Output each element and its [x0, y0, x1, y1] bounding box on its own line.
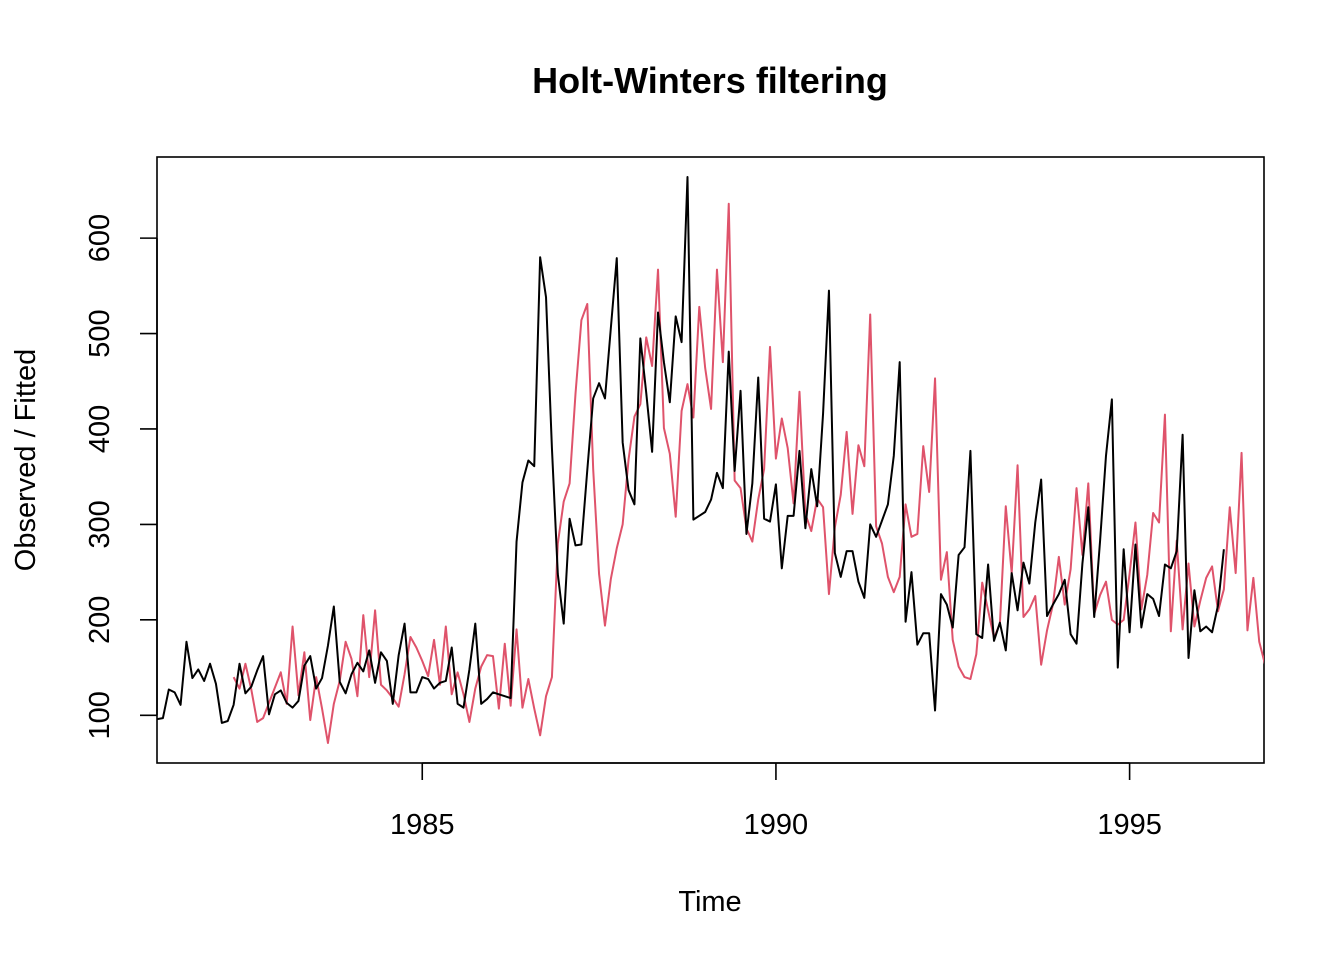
y-tick-label: 300: [84, 500, 116, 548]
x-axis-label: Time: [678, 886, 741, 918]
series-line-fitted: [232, 202, 1264, 744]
plot-area: [157, 176, 1264, 744]
chart-title: Holt-Winters filtering: [532, 60, 888, 101]
x-axis: 1985 1990 1995: [390, 762, 1162, 841]
x-tick-label: 1985: [390, 809, 455, 841]
y-axis-label: Observed / Fitted: [10, 349, 42, 571]
y-tick-label: 100: [84, 691, 116, 739]
series-line-observed: [157, 176, 1225, 724]
y-tick-label: 600: [84, 214, 116, 262]
y-tick-label: 400: [84, 405, 116, 453]
x-tick-label: 1990: [744, 809, 809, 841]
y-tick-label: 500: [84, 309, 116, 357]
x-tick-label: 1995: [1097, 809, 1162, 841]
y-axis: 100 200 300 400 500 600: [84, 214, 158, 739]
y-tick-label: 200: [84, 596, 116, 644]
